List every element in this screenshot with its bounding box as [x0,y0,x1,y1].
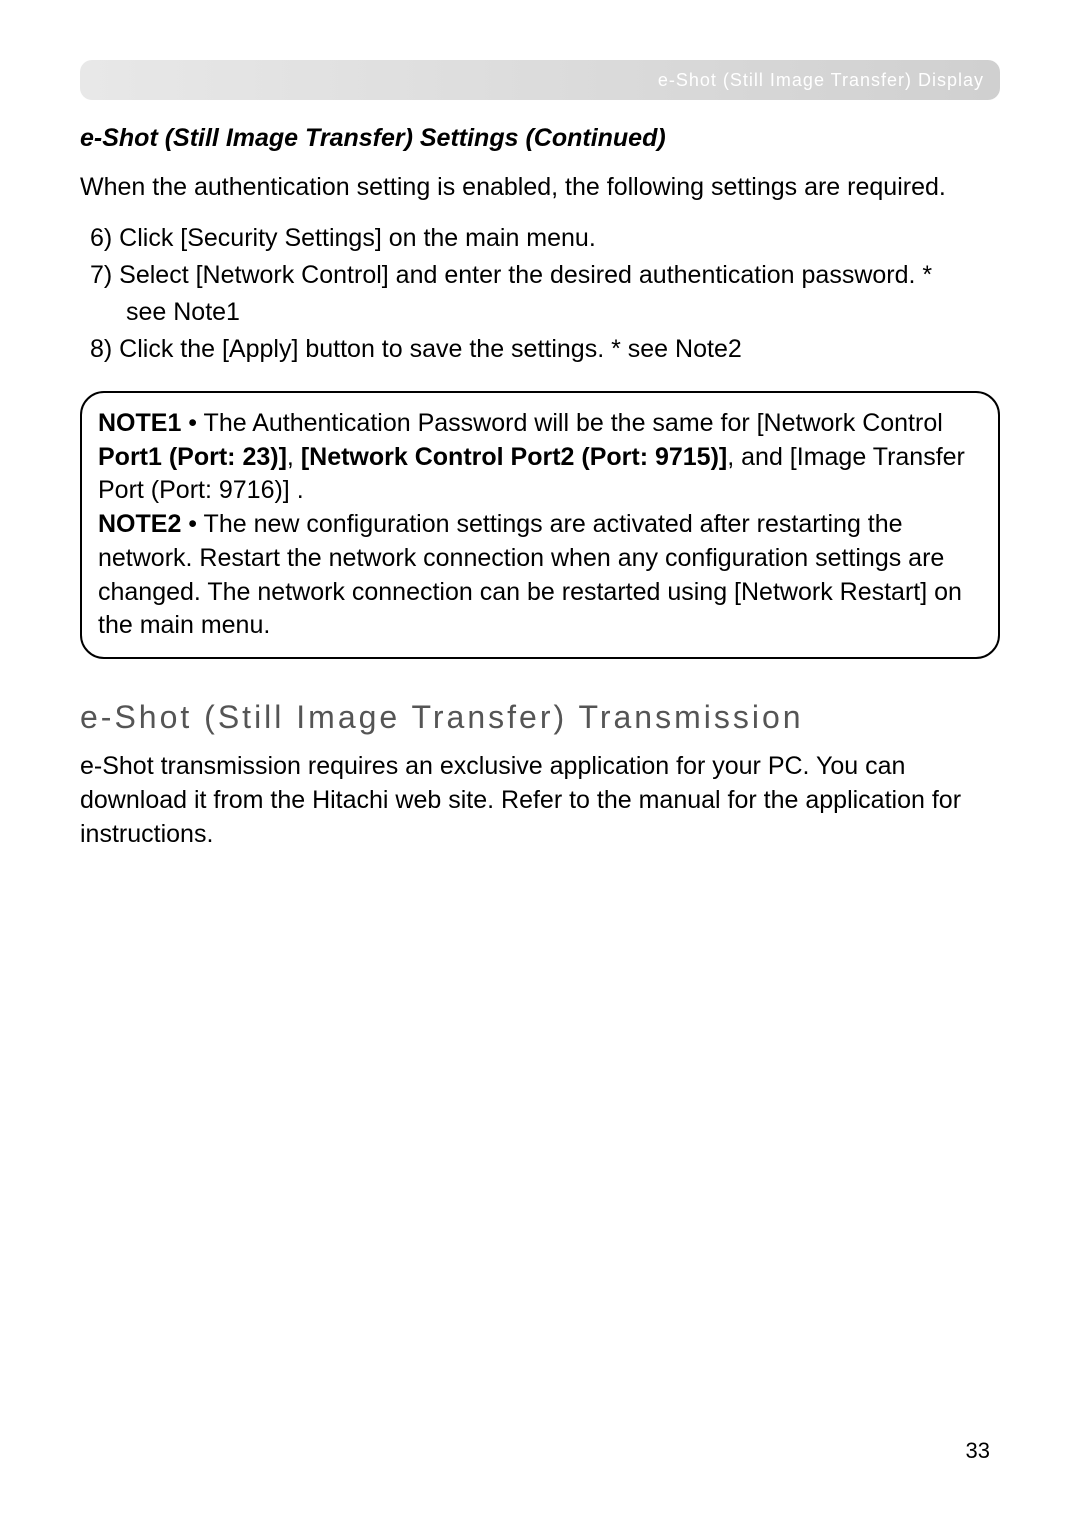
breadcrumb-text: e-Shot (Still Image Transfer) Display [658,70,984,91]
subsection-body: e-Shot transmission requires an exclusiv… [80,750,1000,851]
note1-text-a: • The Authentication Password will be th… [181,409,942,437]
note1-label: NOTE1 [98,409,181,437]
step-8: 8) Click the [Apply] button to save the … [90,332,1000,367]
note2-text: • The new configuration settings are act… [98,510,962,639]
note1-comma: , [287,443,301,471]
section-intro: When the authentication setting is enabl… [80,171,1000,205]
subsection-title: e-Shot (Still Image Transfer) Transmissi… [80,699,1000,736]
step-7: 7) Select [Network Control] and enter th… [90,258,1000,293]
step-7-cont: see Note1 [90,295,1000,330]
note-box: NOTE1 • The Authentication Password will… [80,391,1000,659]
note2-label: NOTE2 [98,510,181,538]
note1-bold1: Port1 (Port: 23)] [98,443,287,471]
step-list: 6) Click [Security Settings] on the main… [80,221,1000,367]
note1-bold2: [Network Control Port2 (Port: 9715)] [301,443,727,471]
header-bar: e-Shot (Still Image Transfer) Display [80,60,1000,100]
step-6: 6) Click [Security Settings] on the main… [90,221,1000,256]
page-number: 33 [966,1438,990,1464]
section-title: e-Shot (Still Image Transfer) Settings (… [80,124,1000,153]
